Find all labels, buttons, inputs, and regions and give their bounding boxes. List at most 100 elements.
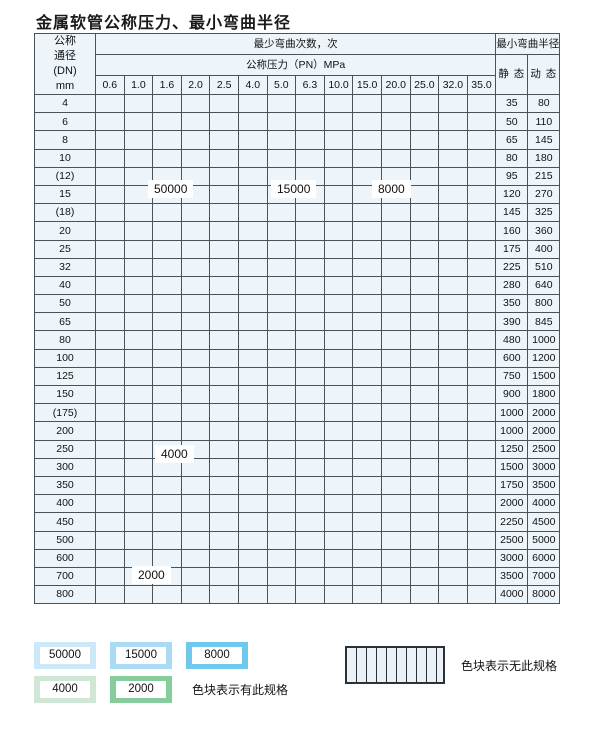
cell-spec-1.0 — [123, 312, 154, 332]
cell-dn: (12) — [34, 166, 96, 186]
cell-spec-2.5 — [209, 566, 239, 587]
cell-spec-1.6 — [152, 548, 182, 568]
cell-spec-5.0 — [266, 366, 297, 387]
header-pressure-2.0: 2.0 — [180, 75, 211, 95]
table-row: 8 65 145 — [34, 130, 561, 150]
cell-dn: 20 — [34, 221, 96, 241]
cell-dn: 8 — [34, 130, 96, 150]
cell-spec-20.0 — [380, 93, 411, 114]
cell-spec-4.0 — [237, 221, 268, 241]
cell-spec-15.0 — [352, 548, 382, 568]
cell-spec-20.0 — [380, 494, 411, 514]
cell-spec-35.0 — [466, 403, 497, 423]
cell-spec-35.0 — [466, 366, 497, 387]
cell-radius-static: 95 — [495, 166, 529, 186]
cell-radius-dynamic: 2000 — [527, 403, 561, 423]
cell-spec-10.0 — [323, 312, 354, 332]
cell-spec-15.0 — [352, 384, 382, 405]
cell-radius-static: 3000 — [495, 548, 529, 568]
cell-radius-dynamic: 80 — [527, 93, 561, 114]
cell-spec-15.0 — [352, 112, 382, 132]
table-row: 10 80 180 — [34, 148, 561, 168]
cell-spec-25.0 — [409, 257, 440, 277]
cell-spec-32.0 — [438, 184, 468, 205]
cell-spec-35.0 — [466, 384, 497, 405]
cell-radius-static: 225 — [495, 257, 529, 277]
cell-dn: 600 — [34, 548, 96, 568]
cell-spec-1.6 — [152, 366, 182, 387]
cell-spec-32.0 — [438, 439, 468, 459]
callout-8000: 8000 — [372, 180, 411, 198]
cell-spec-2.5 — [209, 275, 239, 296]
cell-spec-25.0 — [409, 457, 440, 477]
cell-spec-6.3 — [295, 494, 325, 514]
cell-spec-5.0 — [266, 566, 297, 587]
cell-spec-2.5 — [209, 403, 239, 423]
cell-spec-25.0 — [409, 494, 440, 514]
cell-spec-0.6 — [95, 494, 125, 514]
cell-spec-25.0 — [409, 112, 440, 132]
legend-swatch-label: 50000 — [40, 646, 90, 664]
cell-spec-6.3 — [295, 475, 325, 496]
callout-15000: 15000 — [271, 180, 317, 198]
cell-spec-6.3 — [295, 512, 325, 532]
cell-spec-5.0 — [266, 93, 297, 114]
cell-spec-1.6 — [152, 512, 182, 532]
table-row: 250 1250 2500 — [34, 439, 561, 459]
cell-spec-15.0 — [352, 475, 382, 496]
cell-spec-4.0 — [237, 184, 268, 205]
cell-spec-35.0 — [466, 239, 497, 259]
cell-spec-32.0 — [438, 257, 468, 277]
cell-spec-4.0 — [237, 512, 268, 532]
cell-radius-static: 2000 — [495, 494, 529, 514]
cell-radius-dynamic: 180 — [527, 148, 561, 168]
cell-dn: 6 — [34, 112, 96, 132]
cell-spec-15.0 — [352, 130, 382, 150]
cell-spec-2.5 — [209, 203, 239, 223]
header-pressure-10.0: 10.0 — [323, 75, 354, 95]
cell-spec-6.3 — [295, 566, 325, 587]
cell-spec-32.0 — [438, 221, 468, 241]
header-row-1: 公称 通径 (DN) mm 最少弯曲次数，次 最小弯曲半径 — [34, 33, 561, 95]
cell-spec-25.0 — [409, 166, 440, 186]
cell-spec-20.0 — [380, 312, 411, 332]
header-pressure-2.5: 2.5 — [209, 75, 239, 95]
cell-spec-35.0 — [466, 184, 497, 205]
cell-spec-2.0 — [180, 330, 211, 350]
cell-radius-static: 600 — [495, 348, 529, 368]
cell-spec-2.5 — [209, 312, 239, 332]
cell-spec-35.0 — [466, 312, 497, 332]
cell-radius-dynamic: 1200 — [527, 348, 561, 368]
cell-spec-15.0 — [352, 566, 382, 587]
cell-spec-15.0 — [352, 366, 382, 387]
cell-spec-20.0 — [380, 348, 411, 368]
header-pressure-4.0: 4.0 — [237, 75, 268, 95]
legend-swatch-label: 4000 — [40, 680, 90, 698]
cell-spec-10.0 — [323, 512, 354, 532]
cell-spec-1.0 — [123, 548, 154, 568]
cell-radius-dynamic: 3000 — [527, 457, 561, 477]
cell-spec-32.0 — [438, 475, 468, 496]
header-pressure-32.0: 32.0 — [438, 75, 468, 95]
cell-spec-15.0 — [352, 312, 382, 332]
cell-spec-1.0 — [123, 130, 154, 150]
cell-spec-35.0 — [466, 421, 497, 441]
cell-spec-35.0 — [466, 112, 497, 132]
cell-spec-10.0 — [323, 366, 354, 387]
cell-spec-4.0 — [237, 566, 268, 587]
cell-radius-static: 120 — [495, 184, 529, 205]
cell-spec-1.0 — [123, 494, 154, 514]
legend-swatch-8000: 8000 — [186, 641, 248, 669]
cell-spec-4.0 — [237, 439, 268, 459]
cell-spec-1.6 — [152, 312, 182, 332]
cell-radius-dynamic: 6000 — [527, 548, 561, 568]
cell-spec-2.0 — [180, 548, 211, 568]
table-row: 50 350 800 — [34, 294, 561, 314]
cell-spec-2.0 — [180, 257, 211, 277]
cell-spec-2.0 — [180, 203, 211, 223]
cell-spec-20.0 — [380, 384, 411, 405]
cell-spec-1.0 — [123, 184, 154, 205]
cell-spec-2.0 — [180, 348, 211, 368]
cell-spec-10.0 — [323, 348, 354, 368]
cell-spec-2.5 — [209, 112, 239, 132]
